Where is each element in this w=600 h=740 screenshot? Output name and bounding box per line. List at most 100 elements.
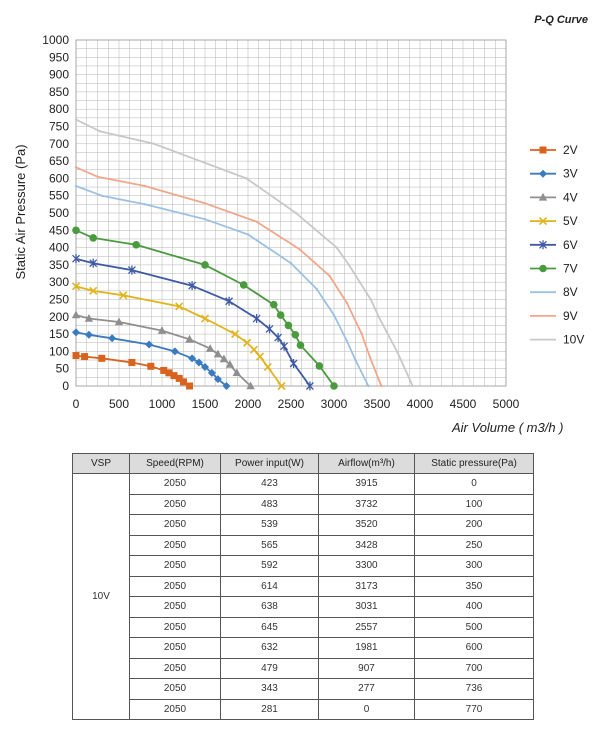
x-tick-label: 5000 [493,397,520,411]
power-cell: 592 [220,555,319,577]
data-point [289,261,293,265]
speed-cell: 2050 [129,514,221,536]
series-line [75,118,414,387]
data-point [89,234,97,242]
data-point [165,369,173,377]
data-point [72,226,80,235]
legend-label: 5V [563,214,578,228]
data-point [143,184,146,188]
data-point [358,281,361,284]
data-point [380,384,383,388]
data-point [291,330,300,339]
airflow-cell: 277 [318,678,415,700]
data-point [368,356,372,359]
data-point [330,382,338,390]
data-point [284,321,293,330]
header-pressure: Static pressure(Pa) [414,453,534,474]
data-point [128,358,136,366]
table-row: 2050 592 3300 300 [73,555,534,577]
pressure-cell: 770 [414,698,534,720]
data-point [186,382,194,390]
data-point [328,274,331,278]
power-cell: 483 [220,493,319,515]
legend-item-5V: 5V [530,214,578,228]
plot-frame [75,39,507,387]
header-vsp: VSP [72,453,130,474]
data-point [170,347,179,356]
data-point [232,368,242,377]
data-point [263,362,272,372]
data-point [294,211,298,215]
table-row: 10V 2050 423 3915 0 [72,473,534,720]
spec-table: VSP Speed(RPM) Power input(W) Airflow(m³… [72,453,534,720]
table-row: 2050 281 0 770 [73,698,534,720]
data-point [305,381,314,391]
y-tick-label: 1000 [42,33,69,47]
data-point [347,263,351,267]
data-point [157,326,167,334]
data-point [219,354,229,363]
pressure-cell: 100 [414,493,534,515]
table-row: 2050 565 3428 250 [73,534,534,556]
data-point [225,296,234,306]
x-tick-label: 1000 [149,397,176,411]
table-row: 2050 539 3520 200 [73,514,534,536]
data-point [222,382,231,390]
legend-label: 10V [563,333,584,347]
legend-label: 2V [563,143,578,157]
data-point [180,378,187,386]
power-cell: 614 [220,575,319,597]
data-point [145,340,154,349]
data-point [243,338,252,347]
pressure-cell: 300 [414,555,534,577]
data-point [265,324,274,334]
pressure-cell: 700 [414,657,534,679]
x-tick-label: 0 [73,397,80,411]
series-8V [74,184,370,388]
data-point [132,241,140,249]
airflow-cell: 3520 [318,514,415,536]
airflow-cell: 3428 [318,534,415,556]
data-point [72,352,80,360]
data-point [119,291,128,300]
chart-legend: 2V 3V 4V 5V 6V 7V 8V 9V 10V [530,143,584,347]
data-point [203,202,207,205]
legend-item-2V: 2V [530,143,578,157]
power-cell: 423 [220,473,319,495]
data-point [245,177,248,180]
legend-label: 4V [563,190,578,204]
speed-cell: 2050 [129,616,221,638]
table-row: 2050 645 2557 500 [73,616,534,638]
legend-item-7V: 7V [530,262,578,276]
data-point [315,362,324,370]
airflow-cell: 3173 [318,575,415,597]
y-tick-label: 950 [49,50,69,64]
legend-item-8V: 8V [530,285,578,299]
legend-marker [539,240,547,250]
table-row: 2050 483 3732 100 [73,493,534,515]
pressure-cell: 600 [414,637,534,659]
data-point [296,341,305,349]
legend-label: 7V [563,262,578,276]
data-point [96,175,99,178]
speed-cell: 2050 [129,473,221,495]
data-point [74,166,78,169]
chart-title: P-Q Curve [534,14,588,26]
legend-marker [539,169,547,178]
series-2V [72,352,194,390]
data-point [203,218,207,221]
y-tick-label: 350 [49,258,69,272]
data-point [411,384,414,388]
data-point [246,381,255,390]
data-point [205,344,215,352]
table-row: 2050 343 277 736 [73,678,534,700]
y-tick-label: 850 [49,85,69,99]
data-point [249,345,259,354]
data-point [175,374,183,382]
data-point [213,375,222,384]
table-header-row: VSP Speed(RPM) Power input(W) Airflow(m³… [72,453,534,474]
legend-marker [538,217,548,226]
x-tick-label: 3000 [321,397,348,411]
data-point [246,233,250,236]
data-point [98,354,106,362]
